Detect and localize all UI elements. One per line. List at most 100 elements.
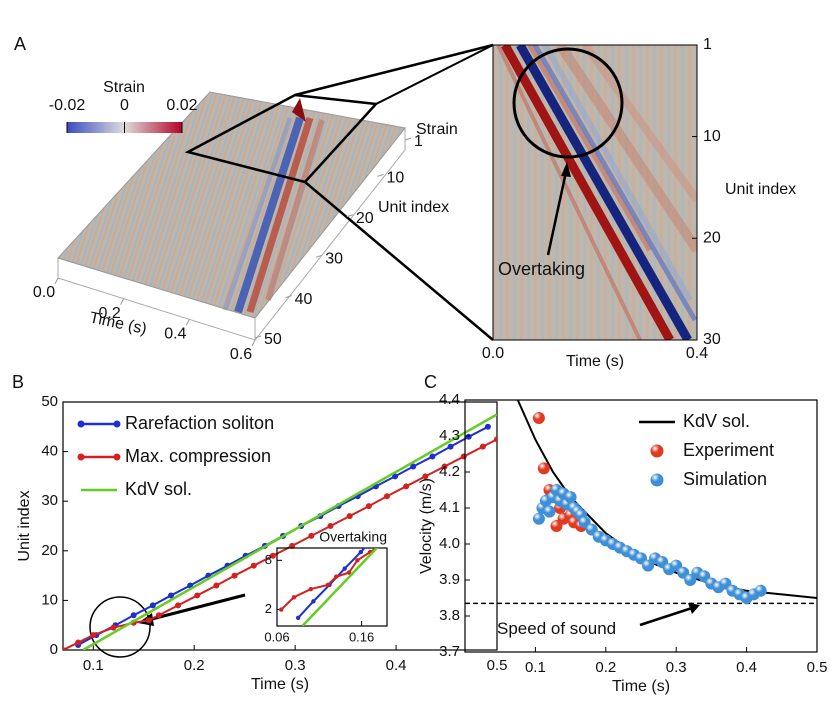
x-axis-label: Time (s)	[566, 353, 624, 370]
x-tick-label: 0.16	[349, 629, 374, 644]
heatmap	[493, 45, 697, 340]
point	[231, 572, 238, 579]
panel-label: A	[14, 34, 26, 54]
panel-label: C	[424, 372, 437, 392]
x-tick-label: 0.4	[686, 345, 708, 362]
y-axis-label: Unit index	[725, 181, 796, 198]
x-tick-label: 0.06	[264, 629, 289, 644]
point	[269, 552, 276, 559]
point	[291, 595, 297, 600]
point	[383, 493, 390, 500]
point	[167, 592, 174, 599]
point	[289, 542, 296, 549]
y-tick-label: 30	[41, 492, 58, 509]
x-tick-label: 0.2	[184, 657, 205, 674]
x-tick-label: 0.4	[736, 659, 757, 676]
reference-label: Speed of sound	[497, 619, 616, 638]
point	[447, 443, 454, 450]
y-tick-label: 10	[703, 128, 721, 145]
colorbar-tick-label: 0.02	[166, 97, 197, 114]
x-tick-label: 0.3	[285, 657, 306, 674]
point	[110, 624, 117, 631]
highlight-circle	[89, 596, 151, 658]
point	[358, 549, 363, 555]
point	[410, 463, 417, 470]
arrow	[147, 593, 246, 622]
point	[355, 558, 360, 563]
legend-marker	[113, 420, 121, 428]
y-tick-label: 50	[264, 331, 282, 348]
inset-title: Overtaking	[319, 529, 387, 545]
y-tick-label: 4.1	[439, 499, 460, 516]
point	[63, 647, 66, 650]
y-tick-label: 10	[386, 170, 404, 187]
point	[279, 607, 284, 612]
point	[532, 512, 545, 525]
y-tick-label: 40	[41, 443, 58, 460]
legend-label: Experiment	[683, 440, 774, 460]
legend-marker	[650, 444, 664, 458]
legend-label: Max. compression	[125, 446, 271, 466]
point	[250, 562, 257, 569]
surface-3d	[57, 43, 494, 341]
point	[460, 453, 467, 460]
colorbar-tick-label: -0.02	[49, 97, 86, 114]
x-tick-label: 0.4	[164, 326, 186, 343]
x-tick	[120, 298, 125, 305]
x-tick-label: 0.0	[33, 284, 55, 301]
y-tick	[404, 137, 412, 141]
legend-marker	[113, 453, 121, 461]
point	[422, 473, 429, 480]
y-tick	[316, 254, 323, 258]
point	[403, 483, 410, 490]
point	[564, 491, 577, 504]
point	[295, 615, 301, 620]
y-tick-label: 20	[41, 542, 58, 559]
y-tick-label: 4.2	[439, 463, 460, 480]
point	[346, 570, 352, 575]
series-layer	[279, 548, 379, 626]
point	[308, 586, 314, 592]
y-tick-label: 3.7	[439, 643, 460, 660]
legend-marker	[650, 473, 664, 487]
heatmap-frame	[492, 44, 698, 341]
panel-label: B	[12, 372, 24, 392]
y-axis-label: Unit index	[378, 199, 449, 216]
legend-marker	[77, 453, 85, 461]
y-tick-label: 1	[414, 133, 423, 150]
y-tick-label: 8	[265, 552, 272, 567]
arrow	[639, 606, 693, 627]
x-tick	[185, 319, 190, 326]
y-tick-label: 20	[703, 229, 721, 246]
legend-label: Simulation	[683, 469, 767, 489]
y-axis-label: Velocity (m/s)	[418, 478, 435, 574]
x-tick-label: 0.2	[595, 659, 616, 676]
y-tick-label: 30	[325, 250, 343, 267]
y-tick-label: 2	[265, 601, 272, 616]
x-tick-label: 0.3	[666, 659, 687, 676]
legend-marker	[77, 420, 85, 428]
x-tick-label: 0.1	[525, 659, 546, 676]
y-tick-label: 4.4	[439, 391, 460, 408]
inset-background	[277, 548, 387, 626]
point	[392, 473, 399, 480]
point	[465, 433, 472, 440]
y-tick	[285, 295, 292, 299]
point	[90, 632, 97, 639]
point	[494, 436, 497, 443]
annotation: Overtaking	[498, 259, 585, 279]
arrow	[546, 171, 568, 256]
point	[175, 602, 182, 609]
point	[342, 566, 347, 571]
highlight-circle	[512, 47, 624, 159]
x-tick-label: 0.4	[386, 657, 407, 674]
point	[537, 462, 550, 475]
arrow-head	[561, 162, 571, 177]
point	[325, 582, 330, 588]
point	[441, 463, 448, 470]
y-tick-label: 40	[295, 291, 313, 308]
point	[194, 592, 201, 599]
x-tick	[251, 339, 256, 347]
point	[334, 574, 339, 579]
